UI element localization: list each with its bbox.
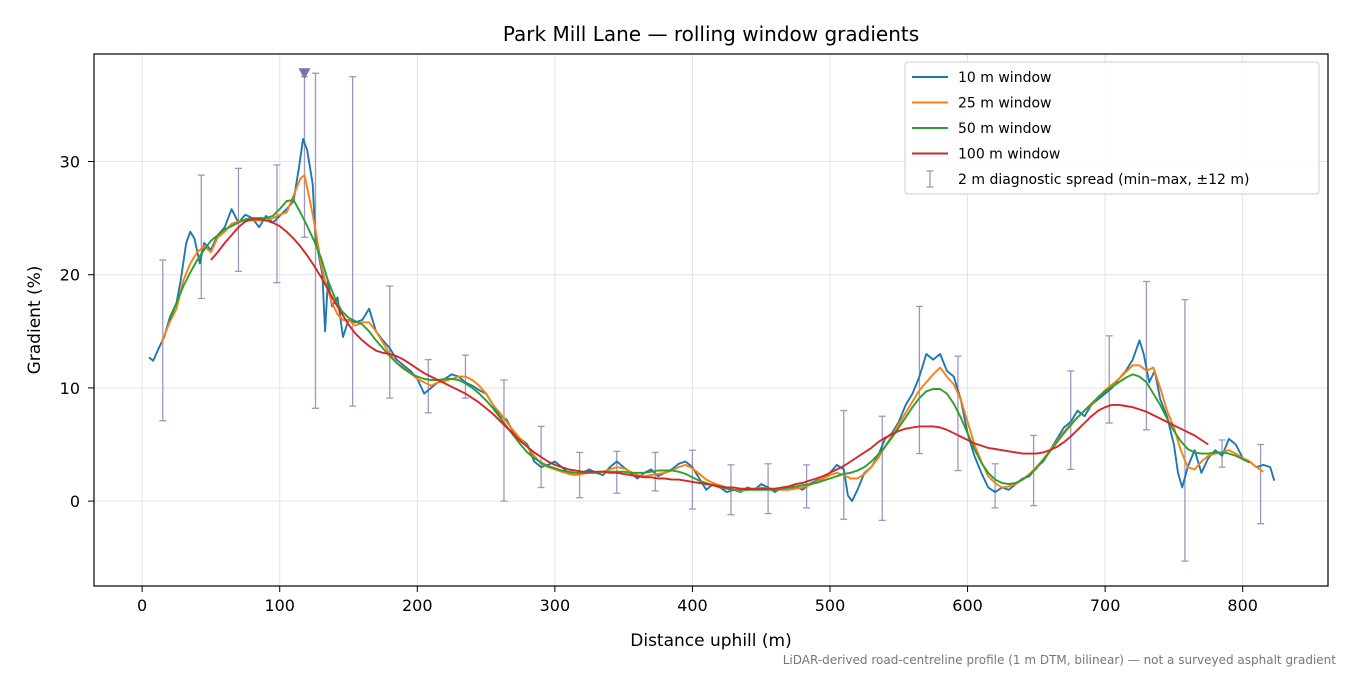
x-tick-label: 300 xyxy=(540,596,571,615)
legend-label: 10 m window xyxy=(958,70,1051,86)
peak-marker-triangle xyxy=(298,68,311,80)
x-tick-label: 400 xyxy=(677,596,708,615)
errorbar xyxy=(234,167,242,272)
x-tick-label: 0 xyxy=(137,596,147,615)
errorbar xyxy=(349,75,357,407)
x-tick-label: 700 xyxy=(1090,596,1121,615)
x-tick-label: 800 xyxy=(1227,596,1258,615)
x-tick-label: 500 xyxy=(815,596,846,615)
errorbar xyxy=(840,409,848,520)
errorbar xyxy=(688,449,696,510)
y-tick-label: 30 xyxy=(60,153,80,172)
errorbar xyxy=(197,174,205,300)
y-tick-label: 10 xyxy=(60,379,80,398)
y-tick-label: 20 xyxy=(60,266,80,285)
x-tick-label: 100 xyxy=(264,596,295,615)
peak-marker xyxy=(298,68,311,80)
legend-label: 2 m diagnostic spread (min–max, ±12 m) xyxy=(958,172,1249,188)
series-line-4 xyxy=(210,218,1209,490)
errorbar xyxy=(424,358,432,414)
errorbar xyxy=(991,463,999,509)
errorbar xyxy=(1105,335,1113,424)
errorbar xyxy=(1257,443,1265,525)
errorbar xyxy=(500,379,508,502)
errorbar xyxy=(1142,280,1150,431)
series-lines xyxy=(148,137,1276,503)
errorbar xyxy=(915,305,923,455)
footnote: LiDAR-derived road-centreline profile (1… xyxy=(783,653,1337,667)
legend-box xyxy=(904,61,1320,195)
y-axis-label: Gradient (%) xyxy=(25,266,45,375)
errorbar xyxy=(386,285,394,399)
axis-ticks: 0 100 200 300 400 500 600 700 800 0 10 20 30 xyxy=(60,153,1258,615)
errorbar xyxy=(878,415,886,521)
legend: 10 m window 25 m window 50 m window 100 m w… xyxy=(904,61,1320,195)
legend-label: 50 m window xyxy=(958,121,1051,137)
plot-frame xyxy=(93,53,1329,587)
legend-label: 100 m window xyxy=(958,147,1060,163)
y-tick-label: 0 xyxy=(70,492,80,511)
legend-label: 25 m window xyxy=(958,96,1051,112)
x-tick-label: 600 xyxy=(952,596,983,615)
chart-title: Park Mill Lane — rolling window gradient… xyxy=(503,22,919,46)
x-axis-label: Distance uphill (m) xyxy=(630,631,791,651)
x-tick-label: 200 xyxy=(402,596,433,615)
